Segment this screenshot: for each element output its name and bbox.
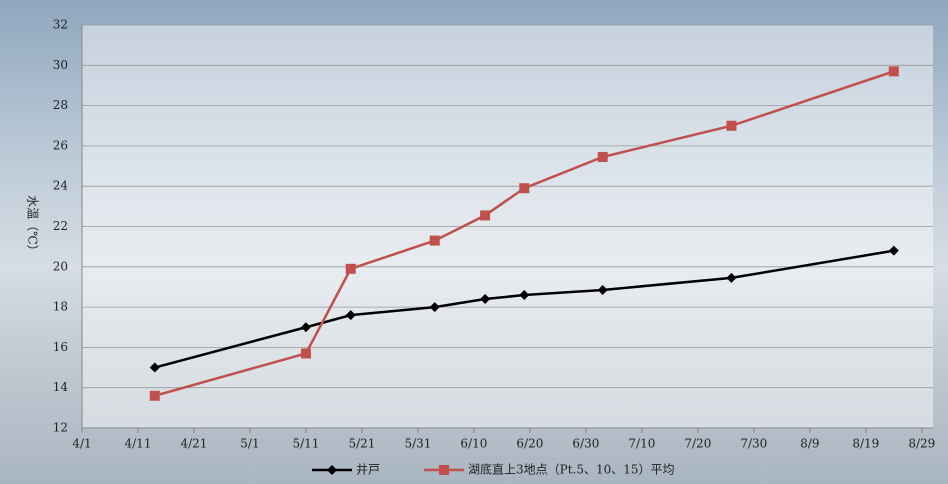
marker [345, 310, 356, 321]
y-tick-label: 16 [53, 340, 68, 354]
x-tick-label: 8/9 [800, 437, 819, 451]
x-tick-label: 4/21 [180, 437, 207, 451]
marker [429, 235, 440, 246]
marker [327, 465, 337, 475]
marker [345, 263, 356, 274]
marker [149, 362, 160, 373]
x-tick-label: 7/10 [628, 437, 655, 451]
marker [519, 183, 530, 194]
marker [300, 322, 311, 333]
y-axis-label: 水温（℃） [26, 195, 40, 256]
marker [480, 210, 491, 221]
marker [519, 290, 530, 301]
x-tick-label: 8/19 [852, 437, 879, 451]
x-tick-label: 5/21 [348, 437, 375, 451]
x-tick-label: 6/30 [572, 437, 599, 451]
legend-label: 湖底直上3地点（Pt.5、10、15）平均 [468, 462, 675, 477]
marker [480, 294, 491, 305]
marker [726, 120, 737, 131]
marker [726, 272, 737, 283]
y-tick-label: 26 [53, 138, 68, 152]
marker [888, 66, 899, 77]
y-tick-label: 20 [53, 259, 68, 273]
marker [597, 151, 608, 162]
y-tick-label: 30 [53, 58, 68, 72]
y-tick-label: 24 [53, 179, 69, 193]
y-tick-label: 14 [53, 380, 69, 394]
x-tick-label: 7/20 [684, 437, 711, 451]
marker [439, 465, 450, 475]
x-tick-label: 5/31 [404, 437, 431, 451]
marker [149, 390, 160, 401]
legend-label: 井戸 [356, 463, 380, 477]
x-tick-label: 5/11 [292, 437, 319, 451]
y-tick-label: 12 [53, 421, 68, 435]
marker [300, 348, 311, 359]
x-tick-label: 7/30 [740, 437, 767, 451]
x-tick-label: 5/1 [240, 437, 259, 451]
x-tick-label: 4/11 [125, 437, 152, 451]
y-tick-label: 22 [53, 219, 68, 233]
marker [888, 245, 899, 256]
x-tick-label: 8/29 [908, 437, 935, 451]
y-tick-label: 28 [53, 98, 68, 112]
marker [429, 302, 440, 313]
marker [597, 284, 608, 295]
x-tick-label: 6/20 [516, 437, 543, 451]
y-tick-label: 18 [53, 300, 68, 314]
y-tick-label: 32 [53, 18, 68, 32]
x-tick-label: 6/10 [460, 437, 487, 451]
x-tick-label: 4/1 [72, 437, 91, 451]
